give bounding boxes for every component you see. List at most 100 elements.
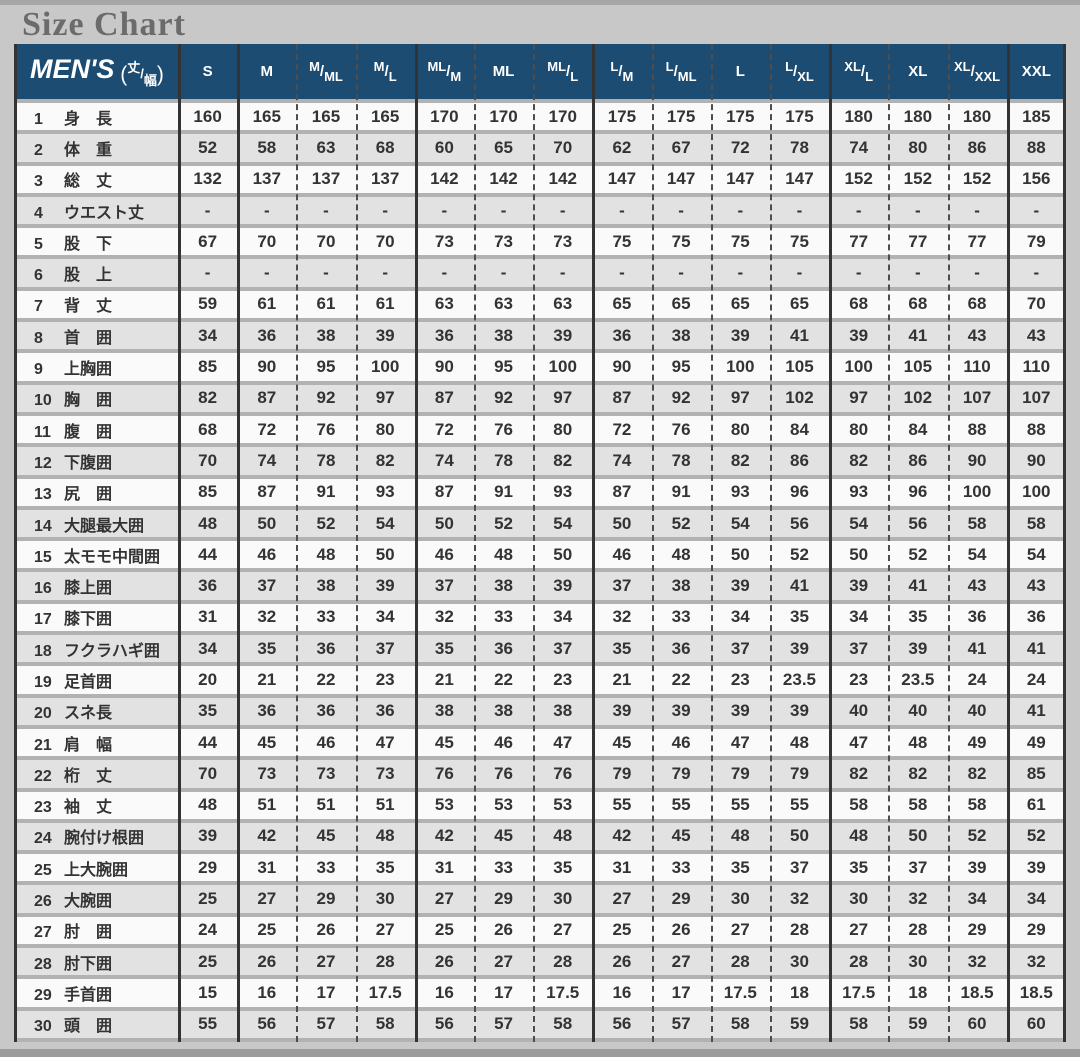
table-row: 25 上大腕囲 29 31 33 35 31 33 35 31 33 35 37 35 37 39 39 (14, 852, 1066, 884)
size-value-cell: 38 (296, 320, 356, 352)
size-value-cell: 26 (473, 914, 534, 947)
paren-open: ( (114, 63, 128, 86)
row-number: 17 (34, 611, 52, 629)
size-value-cell: 39 (533, 320, 593, 352)
size-part-bottom: XXL (974, 69, 1001, 84)
size-value-cell: 60 (947, 1008, 1007, 1040)
size-value-cell: 45 (473, 820, 534, 853)
size-value-cell: 28 (829, 946, 889, 978)
row-number: 22 (34, 767, 52, 785)
size-value-cell: 24 (178, 914, 238, 947)
size-value-cell: 88 (1006, 413, 1066, 446)
size-value-cell: 74 (237, 445, 297, 477)
size-value-cell: 152 (888, 163, 948, 195)
size-value-cell: 17.5 (710, 977, 770, 1009)
size-value-cell: 27 (592, 883, 652, 915)
size-value-cell: 50 (237, 507, 297, 540)
row-label: 1 身 長 (14, 101, 178, 133)
size-value-cell: 87 (414, 382, 474, 414)
row-label: 7 背 丈 (14, 288, 178, 321)
size-value-cell: 156 (1006, 163, 1066, 195)
size-value-cell: 56 (592, 1008, 652, 1040)
size-part-top: L (785, 59, 794, 74)
row-label-text: 下腹囲 (64, 454, 113, 472)
size-value-cell: 58 (533, 1008, 593, 1040)
row-number: 30 (34, 1018, 52, 1036)
size-value-cell: 54 (355, 507, 415, 540)
bottom-edge (0, 1049, 1080, 1057)
size-value-cell: 35 (178, 695, 238, 727)
size-value-cell: 33 (296, 601, 356, 634)
size-value-cell: - (533, 194, 593, 227)
row-number: 3 (34, 173, 43, 191)
row-number: 27 (34, 924, 52, 942)
size-value-cell: - (237, 194, 297, 227)
size-value-cell: 185 (1006, 101, 1066, 133)
size-value-cell: 48 (769, 726, 830, 759)
size-value-cell: 152 (829, 163, 889, 195)
row-label-text: 首 囲 (64, 329, 113, 347)
row-number: 16 (34, 580, 52, 598)
row-label: 2 体 重 (14, 132, 178, 164)
size-value-cell: 65 (710, 288, 770, 321)
size-value-cell: 27 (237, 883, 297, 915)
size-value-cell: - (651, 194, 711, 227)
size-value-cell: 23 (829, 664, 889, 696)
header-size-l-xl: L/XL (769, 44, 830, 101)
size-value-cell: 53 (473, 789, 534, 821)
row-label-text: フクラハギ囲 (64, 642, 160, 660)
size-value-cell: 100 (947, 476, 1007, 508)
size-value-cell: 91 (651, 476, 711, 508)
table-row: 29 手首囲 15 16 17 17.5 16 17 17.5 16 17 17.5 18 17.5 18 1… (14, 977, 1066, 1009)
size-part-top: ML (547, 59, 567, 74)
size-value-cell: 49 (947, 726, 1007, 759)
size-value-cell: 51 (296, 789, 356, 821)
table-row: 17 膝下囲 31 32 33 34 32 33 34 32 33 34 35 34 35 36 36 (14, 601, 1066, 634)
table-row: 21 肩 幅 44 45 46 47 45 46 47 45 46 47 48 47 48 49 49 (14, 726, 1066, 759)
size-value-cell: 18 (769, 977, 830, 1009)
size-part-top: XL (844, 59, 861, 74)
size-value-cell: 142 (473, 163, 534, 195)
size-value-cell: 17 (473, 977, 534, 1009)
size-value-cell: 47 (710, 726, 770, 759)
size-value-cell: 165 (355, 101, 415, 133)
size-value-cell: 35 (888, 601, 948, 634)
size-value-cell: 34 (178, 633, 238, 665)
size-value-cell: 73 (237, 758, 297, 790)
size-value-cell: 72 (710, 132, 770, 164)
table-row: 30 頭 囲 55 56 57 58 56 57 58 56 57 58 59 58 59 60 60 (14, 1008, 1066, 1040)
size-value-cell: 51 (237, 789, 297, 821)
size-value-cell: 27 (710, 914, 770, 947)
size-value-cell: 31 (178, 601, 238, 634)
row-label-text: 上大腕囲 (64, 861, 129, 879)
size-value-cell: 165 (296, 101, 356, 133)
size-value-cell: 27 (414, 883, 474, 915)
table-row: 15 太モモ中間囲 44 46 48 50 46 48 50 46 48 50 52 50 52 54 54 (14, 539, 1066, 571)
size-value-cell: 41 (947, 633, 1007, 665)
size-value-cell: 79 (769, 758, 830, 790)
size-slash: / (970, 63, 975, 80)
size-value-cell: 54 (710, 507, 770, 540)
size-value-cell: 165 (237, 101, 297, 133)
size-value-cell: 34 (947, 883, 1007, 915)
top-edge (0, 0, 1080, 5)
size-value-cell: 175 (710, 101, 770, 133)
size-value-cell: 22 (473, 664, 534, 696)
size-value-cell: 52 (888, 539, 948, 571)
size-value-cell: 175 (651, 101, 711, 133)
size-value-cell: 41 (769, 570, 830, 602)
size-value-cell: 39 (651, 695, 711, 727)
size-value-cell: 43 (1006, 570, 1066, 602)
size-value-cell: 30 (888, 946, 948, 978)
size-value-cell: 37 (237, 570, 297, 602)
size-value-cell: 47 (829, 726, 889, 759)
size-value-cell: 90 (1006, 445, 1066, 477)
row-label-text: 膝上囲 (64, 580, 113, 598)
size-value-cell: 23.5 (769, 664, 830, 696)
size-part-top: L (665, 59, 674, 74)
size-value-cell: - (473, 194, 534, 227)
row-label: 18 フクラハギ囲 (14, 633, 178, 665)
size-value-cell: 105 (888, 351, 948, 383)
size-value-cell: 39 (947, 852, 1007, 884)
row-label-text: 腹 囲 (64, 423, 113, 441)
